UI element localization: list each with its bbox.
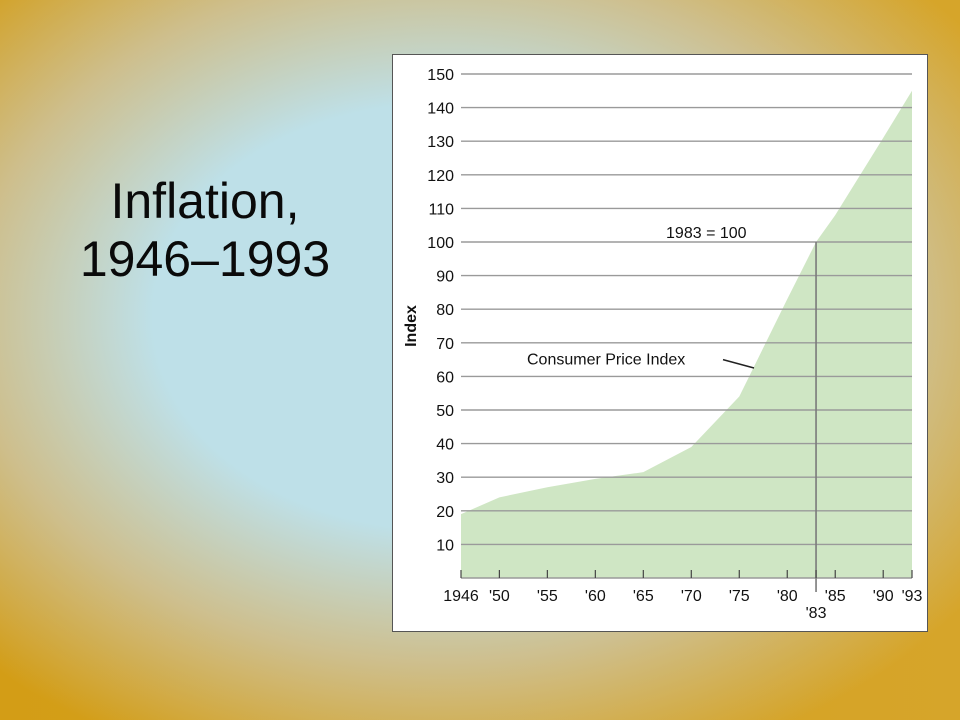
x-tick-label-'85: '85 <box>825 588 846 605</box>
x-tick-label-'70: '70 <box>681 588 702 605</box>
y-tick-label-30: 30 <box>436 470 454 487</box>
y-tick-label-110: 110 <box>428 201 454 218</box>
y-tick-label-120: 120 <box>427 168 454 185</box>
y-tick-label-50: 50 <box>436 403 454 420</box>
x-tick-label-'90: '90 <box>873 588 894 605</box>
y-axis-title: Index <box>403 305 420 347</box>
y-tick-label-10: 10 <box>436 537 454 554</box>
slide-title: Inflation, 1946–1993 <box>40 172 370 288</box>
x-tick-label-'93: '93 <box>902 588 923 605</box>
y-tick-label-90: 90 <box>436 269 454 286</box>
x-tick-label-'75: '75 <box>729 588 750 605</box>
y-tick-label-140: 140 <box>427 101 454 118</box>
annotation-cpi-label: Consumer Price Index <box>527 352 685 369</box>
y-tick-label-20: 20 <box>436 504 454 521</box>
chart-panel: '83 10 20 30 40 50 60 70 80 90 100 110 120 130 140 150 1… <box>392 54 928 632</box>
y-tick-label-100: 100 <box>427 235 454 252</box>
x-tick-label-'65: '65 <box>633 588 654 605</box>
annotation-1983-base: 1983 = 100 <box>666 225 747 242</box>
cpi-area-chart: '831020304050607080901001101201301401501… <box>403 67 923 622</box>
cpi-area <box>461 90 912 579</box>
marker-label-83: '83 <box>806 605 827 622</box>
x-tick-label-'80: '80 <box>777 588 798 605</box>
x-tick-label-'60: '60 <box>585 588 606 605</box>
slide-title-line-2: 1946–1993 <box>79 231 331 287</box>
y-tick-label-150: 150 <box>427 67 454 84</box>
y-tick-label-80: 80 <box>436 302 454 319</box>
y-tick-label-60: 60 <box>436 369 454 386</box>
y-tick-labels: 10 20 30 40 50 60 70 80 90 100 110 120 130 140 150 <box>427 67 454 554</box>
grid-lines <box>460 73 913 579</box>
y-tick-label-40: 40 <box>436 437 454 454</box>
y-tick-label-70: 70 <box>436 336 454 353</box>
slide-title-line-1: Inflation, <box>110 173 300 229</box>
x-tick-label-'55: '55 <box>537 588 558 605</box>
marker-layer: '83 <box>806 242 827 622</box>
area-layer <box>461 90 912 579</box>
x-tick-labels: 1946 '50 '55 '60 '65 '70 '75 '80 '85 '90 '93 <box>443 588 922 605</box>
x-tick-label-'50: '50 <box>489 588 510 605</box>
x-tick-label-1946: 1946 <box>443 588 479 605</box>
annotation-cpi-leader-line <box>722 358 755 369</box>
y-tick-label-130: 130 <box>427 134 454 151</box>
